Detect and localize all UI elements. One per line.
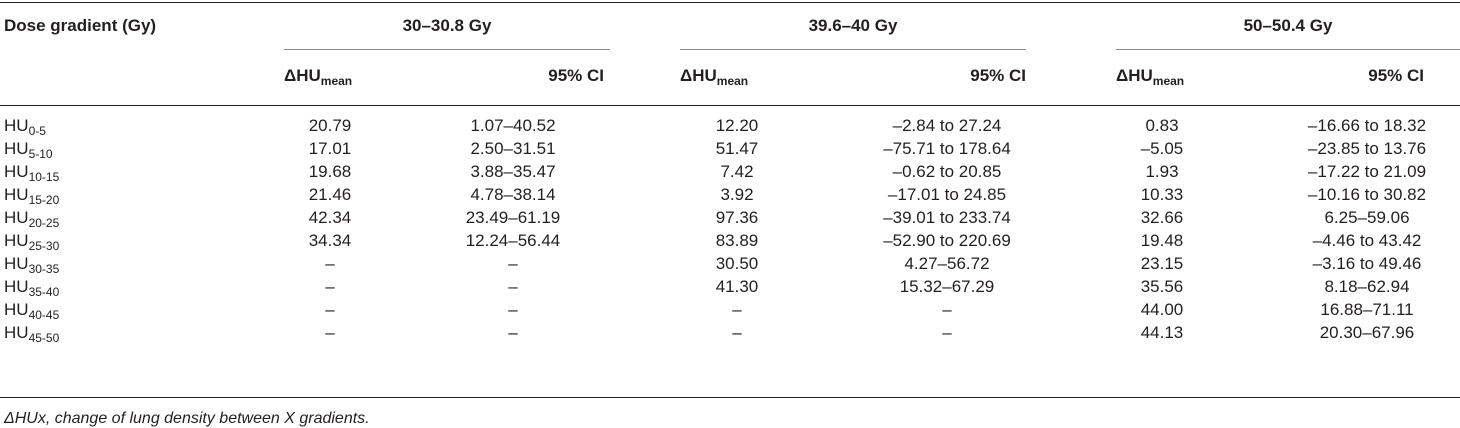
mean-cell: 3.92 <box>720 185 754 204</box>
ci-header-3: 95% CI <box>1368 66 1424 85</box>
ci-cell: 8.18–62.94 <box>1324 277 1410 296</box>
mean-cell: 32.66 <box>1140 208 1184 227</box>
row-label: HU0-5 <box>4 116 46 138</box>
ci-cell: –52.90 to 220.69 <box>883 231 1011 250</box>
ci-cell: 3.88–35.47 <box>470 162 556 181</box>
row-label: HU45-50 <box>4 323 60 345</box>
ci-cell: 15.32–67.29 <box>899 277 995 296</box>
row-label: HU35-40 <box>4 277 60 299</box>
ci-cell: 1.07–40.52 <box>470 116 556 135</box>
mean-header-3: ΔHUmean <box>1116 66 1185 88</box>
ci-cell: 20.30–67.96 <box>1319 323 1415 342</box>
mean-cell: 0.83 <box>1145 116 1179 135</box>
row-label: HU5-10 <box>4 139 53 161</box>
ci-cell: 23.49–61.19 <box>465 208 561 227</box>
mean-cell: 23.15 <box>1140 254 1184 273</box>
row-label: HU25-30 <box>4 231 60 253</box>
mean-cell: – <box>325 277 335 296</box>
ci-cell: –0.62 to 20.85 <box>892 162 1002 181</box>
ci-cell: – <box>508 254 518 273</box>
mean-cell: 21.46 <box>308 185 352 204</box>
ci-cell: –17.01 to 24.85 <box>887 185 1007 204</box>
ci-cell: –4.46 to 43.42 <box>1312 231 1422 250</box>
mean-cell: – <box>325 323 335 342</box>
mean-cell: 12.20 <box>715 116 759 135</box>
row-label: HU20-25 <box>4 208 60 230</box>
ci-cell: –23.85 to 13.76 <box>1307 139 1427 158</box>
mean-cell: 42.34 <box>308 208 352 227</box>
mean-cell: –5.05 <box>1140 139 1184 158</box>
ci-header-2: 95% CI <box>970 66 1026 85</box>
header-bottom-rule <box>0 105 1460 106</box>
row-label-header: Dose gradient (Gy) <box>4 16 157 35</box>
mean-cell: 17.01 <box>308 139 352 158</box>
mean-cell: – <box>325 300 335 319</box>
mean-cell: 34.34 <box>308 231 352 250</box>
table-bottom-rule <box>0 397 1460 398</box>
ci-cell: 2.50–31.51 <box>470 139 556 158</box>
mean-cell: 7.42 <box>720 162 754 181</box>
ci-cell: – <box>942 323 952 342</box>
group-rule-3 <box>1116 49 1460 50</box>
mean-cell: – <box>732 323 742 342</box>
ci-cell: 12.24–56.44 <box>465 231 561 250</box>
mean-cell: 10.33 <box>1140 185 1184 204</box>
mean-cell: 19.68 <box>308 162 352 181</box>
ci-cell: – <box>508 300 518 319</box>
group-header-1: 30–30.8 Gy <box>402 16 492 35</box>
ci-cell: –75.71 to 178.64 <box>883 139 1011 158</box>
ci-header-1: 95% CI <box>548 66 604 85</box>
mean-cell: 83.89 <box>715 231 759 250</box>
group-rule-2 <box>680 49 1026 50</box>
mean-cell: 20.79 <box>308 116 352 135</box>
ci-cell: – <box>508 323 518 342</box>
group-header-2: 39.6–40 Gy <box>808 16 898 35</box>
mean-cell: 19.48 <box>1140 231 1184 250</box>
mean-cell: 1.93 <box>1145 162 1179 181</box>
row-label: HU15-20 <box>4 185 60 207</box>
ci-cell: –16.66 to 18.32 <box>1307 116 1427 135</box>
mean-cell: 35.56 <box>1140 277 1184 296</box>
row-label: HU40-45 <box>4 300 60 322</box>
ci-cell: 6.25–59.06 <box>1324 208 1410 227</box>
mean-header-2: ΔHUmean <box>680 66 749 88</box>
row-label: HU30-35 <box>4 254 60 276</box>
ci-cell: –10.16 to 30.82 <box>1307 185 1427 204</box>
group-header-3: 50–50.4 Gy <box>1243 16 1333 35</box>
ci-cell: – <box>508 277 518 296</box>
mean-cell: 97.36 <box>715 208 759 227</box>
mean-cell: – <box>325 254 335 273</box>
table-top-rule <box>0 2 1460 3</box>
group-rule-1 <box>284 49 610 50</box>
ci-cell: –17.22 to 21.09 <box>1307 162 1427 181</box>
mean-header-1: ΔHUmean <box>284 66 353 88</box>
ci-cell: 4.27–56.72 <box>904 254 990 273</box>
ci-cell: 16.88–71.11 <box>1320 300 1414 319</box>
mean-cell: 44.13 <box>1140 323 1184 342</box>
mean-cell: 51.47 <box>715 139 759 158</box>
row-label: HU10-15 <box>4 162 60 184</box>
ci-cell: –39.01 to 233.74 <box>883 208 1011 227</box>
ci-cell: –2.84 to 27.24 <box>892 116 1002 135</box>
mean-cell: 30.50 <box>715 254 759 273</box>
ci-cell: – <box>942 300 952 319</box>
ci-cell: 4.78–38.14 <box>470 185 556 204</box>
mean-cell: 41.30 <box>715 277 759 296</box>
mean-cell: 44.00 <box>1140 300 1184 319</box>
ci-cell: –3.16 to 49.46 <box>1312 254 1422 273</box>
mean-cell: – <box>732 300 742 319</box>
table-footnote: ΔHUx, change of lung density between X g… <box>4 410 370 427</box>
